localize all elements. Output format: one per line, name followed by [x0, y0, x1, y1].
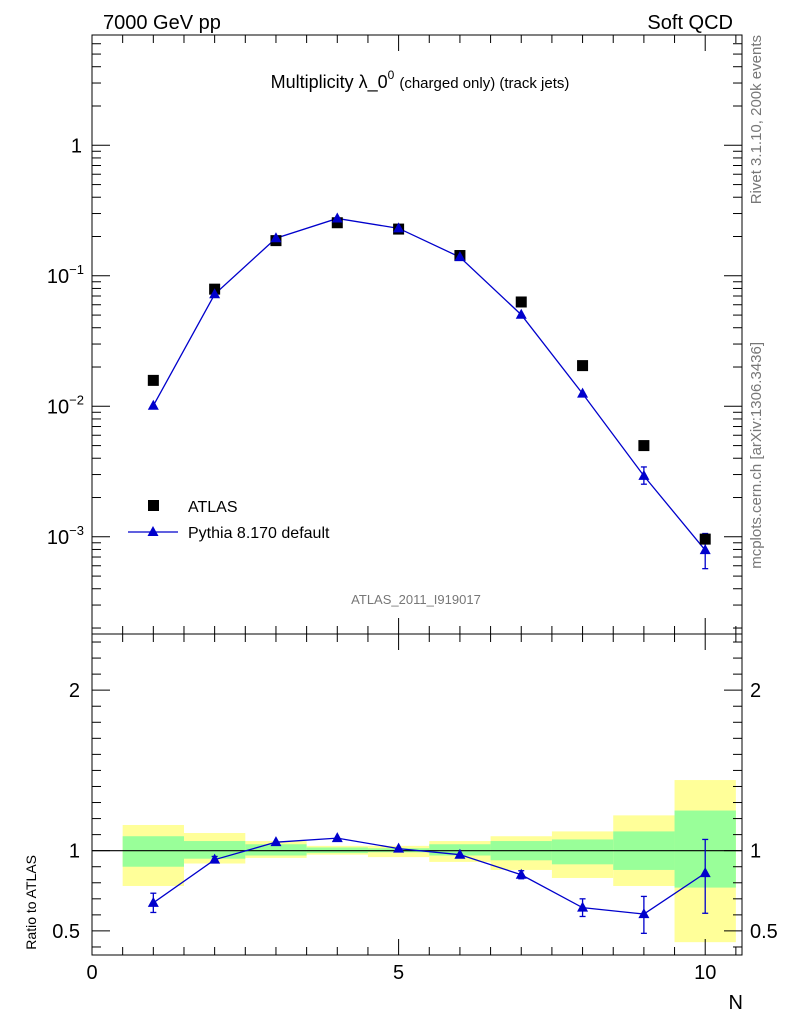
ratio-band-inner	[245, 844, 307, 856]
ratio-y-tick-label-right: 0.5	[750, 921, 778, 943]
header-right: Soft QCD	[647, 12, 733, 34]
ratio-mc-line	[152, 837, 706, 915]
mc-point	[270, 232, 282, 243]
main-y-tick-labels: 110−110−210−3	[47, 135, 84, 549]
ratio-mc-point	[209, 853, 221, 864]
header-left: 7000 GeV pp	[103, 12, 221, 34]
y-tick-label-exponent: −1	[69, 262, 84, 277]
rivet-label: Rivet 3.1.10, 200k events	[748, 35, 765, 204]
mc-point	[331, 212, 343, 223]
ratio-mc-point	[454, 848, 466, 859]
ratio-mc-point	[270, 836, 282, 847]
ratio-mc-point	[147, 896, 159, 907]
legend-mc-label: Pythia 8.170 default	[188, 525, 330, 542]
ratio-y-axis-label: Ratio to ATLAS	[23, 855, 39, 950]
main-panel-frame	[91, 34, 743, 635]
ratio-band-inner	[122, 836, 184, 867]
ratio-mc-point	[577, 901, 589, 912]
main-plot-marks	[147, 212, 711, 570]
mc-line	[152, 217, 706, 551]
main-axis-ticks	[91, 34, 742, 634]
mc-point	[209, 288, 221, 299]
mc-point	[515, 308, 527, 319]
legend-data-label: ATLAS	[188, 499, 238, 516]
title-suffix: (charged only) (track jets)	[399, 75, 569, 92]
mc-point	[577, 387, 589, 398]
ratio-mc-point	[699, 867, 711, 878]
y-tick-label-base: 10	[47, 527, 69, 549]
x-axis-label: N	[729, 992, 743, 1014]
ratio-tick-labels: 0.5 0.5 1 1 2 2 0 5 10	[52, 680, 778, 984]
data-point	[638, 440, 650, 452]
y-tick-label-base: 10	[47, 266, 69, 288]
y-tick-label: 10−2	[47, 392, 84, 418]
mc-point	[638, 469, 650, 480]
mc-point	[454, 251, 466, 262]
ratio-mc-point	[331, 832, 343, 843]
legend-mc-marker	[147, 526, 159, 536]
ratio-uncertainty-bands	[92, 780, 742, 943]
ratio-y-tick-label-left: 1	[69, 841, 80, 863]
ratio-plot-marks	[147, 832, 711, 934]
ratio-mc-point	[393, 842, 405, 853]
y-tick-label-exponent: −3	[69, 523, 84, 538]
ratio-mc-point	[638, 908, 650, 919]
legend: ATLAS Pythia 8.170 default	[128, 499, 330, 542]
y-tick-label: 10−3	[47, 523, 84, 549]
data-point	[515, 296, 527, 308]
x-tick-label: 5	[393, 962, 404, 984]
mc-point	[393, 222, 405, 233]
y-tick-label: 1	[71, 135, 82, 157]
ratio-band-inner	[551, 839, 614, 865]
ratio-axis-ticks	[91, 634, 742, 955]
chart-title: Multiplicity λ_00 (charged only) (track j…	[271, 68, 570, 93]
analysis-id: ATLAS_2011_I919017	[351, 592, 481, 607]
ratio-band-inner	[183, 841, 246, 859]
y-tick-label-exponent: −2	[69, 392, 84, 407]
data-point	[577, 360, 589, 372]
ratio-mc-point	[515, 868, 527, 879]
ratio-y-tick-label-left: 0.5	[52, 921, 80, 943]
x-tick-label: 0	[86, 962, 97, 984]
y-tick-label-base: 10	[47, 396, 69, 418]
ratio-y-tick-label-left: 2	[69, 680, 80, 702]
data-point	[147, 374, 159, 386]
y-tick-label: 10−1	[47, 262, 84, 288]
ratio-y-tick-label-right: 2	[750, 680, 761, 702]
data-point	[699, 533, 711, 545]
mc-point	[147, 399, 159, 410]
x-tick-label: 10	[694, 962, 716, 984]
title-sup: 0	[388, 68, 395, 82]
legend-data-marker	[148, 500, 159, 511]
mc-point	[699, 544, 711, 555]
ratio-y-tick-label-right: 1	[750, 841, 761, 863]
mcplots-label: mcplots.cern.ch [arXiv:1306.3436]	[748, 342, 765, 569]
title-main: Multiplicity λ_0	[271, 72, 388, 93]
ratio-panel-frame	[91, 633, 743, 956]
data-point	[331, 217, 343, 229]
